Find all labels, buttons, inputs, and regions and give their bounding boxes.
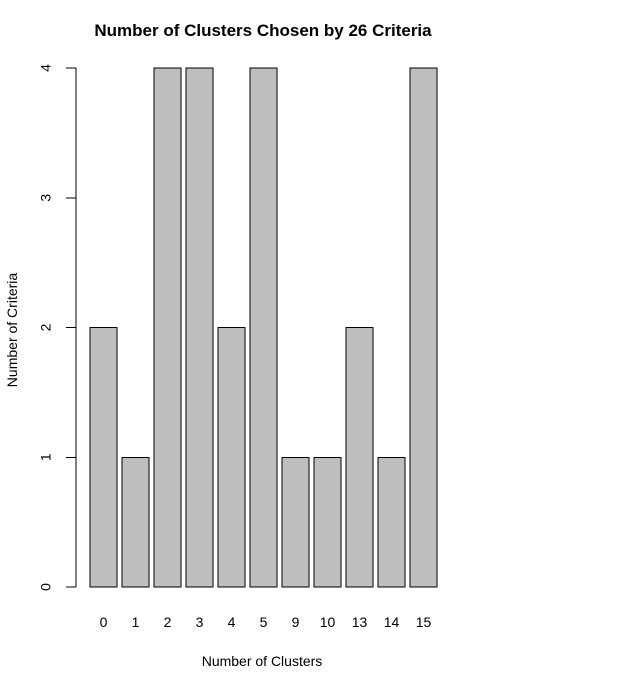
x-tick-label: 1 [132, 614, 140, 630]
x-axis-title: Number of Clusters [202, 653, 323, 669]
y-tick-label: 3 [38, 194, 54, 202]
x-tick-label: 14 [384, 614, 400, 630]
bar [345, 327, 374, 588]
bar [153, 67, 182, 588]
x-tick-label: 3 [196, 614, 204, 630]
y-axis-title: Number of Criteria [4, 273, 20, 388]
bar [89, 327, 118, 588]
x-axis-tick-labels: 0 1 2 3 4 5 9 10 13 14 15 [100, 614, 432, 630]
bars [89, 67, 438, 588]
bar [249, 67, 278, 588]
bar [409, 67, 438, 588]
bar [313, 456, 342, 588]
y-tick-label: 2 [38, 323, 54, 331]
bar [281, 456, 310, 588]
x-tick-label: 15 [416, 614, 432, 630]
x-tick-label: 0 [100, 614, 108, 630]
y-tick-label: 4 [38, 64, 54, 72]
bar [121, 456, 150, 588]
x-tick-label: 13 [352, 614, 368, 630]
bar [217, 327, 246, 588]
x-tick-label: 4 [228, 614, 236, 630]
x-tick-label: 10 [320, 614, 336, 630]
x-tick-label: 9 [292, 614, 300, 630]
x-tick-label: 5 [260, 614, 268, 630]
bar [377, 456, 406, 588]
y-tick-label: 0 [38, 583, 54, 591]
chart-title: Number of Clusters Chosen by 26 Criteria [94, 21, 432, 40]
x-tick-label: 2 [164, 614, 172, 630]
bar [185, 67, 214, 588]
y-tick-label: 1 [38, 453, 54, 461]
y-axis-ticks: 0 1 2 3 4 [38, 64, 76, 591]
